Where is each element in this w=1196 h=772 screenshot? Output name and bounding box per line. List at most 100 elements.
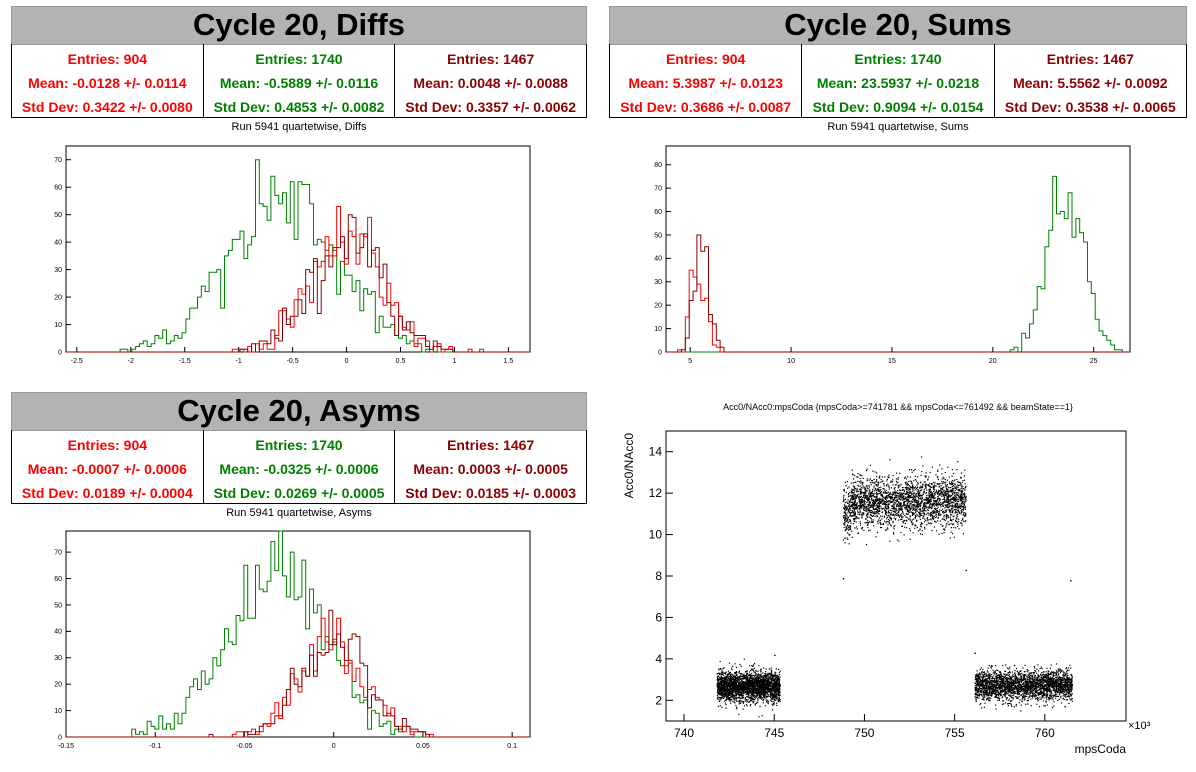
scatter-point bbox=[955, 496, 957, 498]
scatter-point bbox=[907, 494, 910, 496]
scatter-point bbox=[844, 498, 846, 500]
scatter-point bbox=[752, 690, 754, 692]
scatter-point bbox=[751, 673, 753, 675]
scatter-point bbox=[902, 521, 904, 523]
scatter-point bbox=[905, 497, 907, 499]
scatter-point bbox=[896, 480, 898, 482]
scatter-point bbox=[774, 694, 776, 696]
scatter-point bbox=[740, 702, 742, 704]
scatter-point bbox=[757, 689, 759, 691]
scatter-point bbox=[916, 510, 918, 512]
scatter-point bbox=[750, 680, 752, 682]
scatter-point bbox=[751, 689, 753, 691]
scatter-point bbox=[723, 680, 725, 683]
scatter-point bbox=[728, 674, 730, 676]
scatter-point bbox=[729, 679, 731, 681]
scatter-point bbox=[720, 676, 723, 678]
stat-entries: Entries: 1740 bbox=[255, 437, 343, 453]
scatter-point bbox=[735, 694, 737, 696]
scatter-point bbox=[753, 694, 755, 696]
scatter-point bbox=[906, 500, 908, 502]
scatter-point bbox=[855, 491, 858, 493]
scatter-point bbox=[923, 516, 925, 518]
scatter-point bbox=[909, 515, 911, 517]
scatter-point bbox=[930, 515, 932, 517]
scatter-point bbox=[937, 469, 939, 471]
scatter-point bbox=[894, 513, 896, 515]
scatter-point bbox=[926, 498, 928, 500]
x-tick-label: 15 bbox=[888, 358, 896, 365]
scatter-point bbox=[962, 507, 964, 509]
scatter-point bbox=[737, 697, 739, 699]
scatter-point bbox=[738, 713, 740, 715]
scatter-point bbox=[962, 497, 964, 499]
scatter-point bbox=[725, 685, 727, 687]
scatter-point bbox=[852, 507, 854, 510]
scatter-point bbox=[740, 689, 742, 691]
scatter-point bbox=[952, 512, 954, 514]
scatter-point bbox=[906, 486, 908, 489]
plot-frame bbox=[665, 145, 1131, 353]
scatter-point bbox=[944, 511, 946, 513]
scatter-point bbox=[768, 684, 770, 687]
scatter-point bbox=[751, 691, 753, 693]
scatter-point bbox=[723, 682, 725, 684]
scatter-point bbox=[920, 487, 922, 489]
scatter-point bbox=[755, 678, 757, 680]
scatter-point bbox=[889, 509, 892, 511]
scatter-point bbox=[769, 692, 771, 694]
scatter-point bbox=[734, 695, 736, 697]
scatter-point bbox=[779, 685, 781, 687]
scatter-point bbox=[927, 498, 929, 500]
scatter-point bbox=[762, 686, 765, 688]
scatter-point bbox=[771, 698, 773, 700]
scatter-point bbox=[903, 501, 905, 503]
scatter-point bbox=[934, 503, 936, 505]
scatter-point bbox=[739, 676, 742, 678]
scatter-point bbox=[945, 514, 947, 516]
scatter-point bbox=[926, 495, 928, 497]
scatter-point bbox=[910, 503, 912, 505]
y-tick-label: 30 bbox=[54, 655, 62, 662]
scatter-point bbox=[909, 508, 911, 511]
y-tick-label: 60 bbox=[54, 576, 62, 583]
scatter-point bbox=[740, 685, 742, 687]
scatter-point bbox=[931, 497, 933, 499]
plot-frame bbox=[65, 145, 531, 353]
scatter-point bbox=[945, 524, 947, 526]
scatter-point bbox=[729, 698, 731, 700]
scatter-point bbox=[925, 484, 927, 486]
scatter-point bbox=[749, 665, 751, 667]
x-tick-label: 760 bbox=[1035, 726, 1055, 740]
scatter-point bbox=[722, 668, 724, 670]
scatter-point bbox=[727, 691, 729, 693]
scatter-point bbox=[847, 529, 849, 531]
scatter-point bbox=[873, 487, 875, 489]
scatter-point bbox=[959, 508, 962, 510]
scatter-point bbox=[768, 687, 770, 689]
scatter-point bbox=[960, 497, 962, 499]
scatter-point bbox=[946, 484, 948, 486]
scatter-point bbox=[851, 496, 854, 498]
scatter-point bbox=[776, 704, 778, 706]
scatter-point bbox=[772, 689, 774, 692]
scatter-point bbox=[875, 496, 877, 498]
y-tick-label: 2 bbox=[655, 693, 662, 707]
scatter-point bbox=[893, 511, 895, 513]
scatter-point bbox=[744, 676, 746, 678]
scatter-point bbox=[756, 701, 758, 703]
scatter-point bbox=[929, 482, 931, 484]
scatter-point bbox=[930, 500, 932, 502]
scatter-point bbox=[717, 683, 719, 685]
scatter-point bbox=[762, 676, 764, 678]
scatter-point bbox=[726, 695, 728, 697]
scatter-point bbox=[858, 493, 860, 495]
scatter-point bbox=[873, 515, 875, 517]
scatter-point bbox=[905, 513, 907, 515]
scatter-point bbox=[718, 687, 720, 689]
scatter-point bbox=[883, 488, 885, 490]
scatter-point bbox=[863, 502, 865, 504]
scatter-point bbox=[849, 527, 851, 529]
scatter-point bbox=[734, 676, 736, 678]
scatter-point bbox=[945, 493, 947, 495]
